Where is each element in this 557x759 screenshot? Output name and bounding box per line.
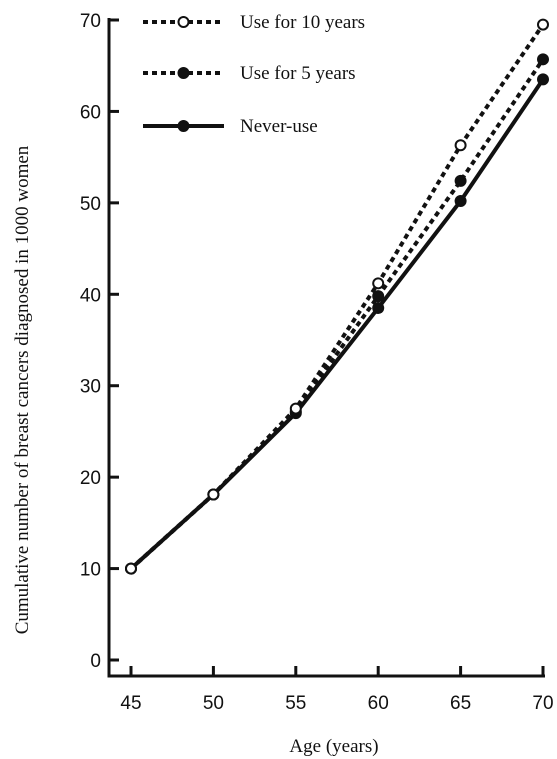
data-point-use-for-10-years	[207, 488, 220, 501]
series-line-use-for-5-years	[129, 58, 545, 571]
legend-marker	[177, 67, 190, 79]
data-point-use-for-5-years	[454, 174, 467, 187]
series-group	[125, 18, 549, 575]
data-point-never-use	[454, 195, 467, 208]
y-tick-label: 40	[80, 285, 101, 306]
x-tick-label: 70	[532, 693, 553, 714]
legend: Use for 10 years Use for 5 years Never-use	[143, 12, 365, 137]
x-tick-label: 65	[450, 693, 471, 714]
y-tick-label: 60	[80, 102, 101, 123]
y-tick-label: 0	[90, 651, 101, 672]
y-tick-label: 30	[80, 377, 101, 398]
y-axis-title: Cumulative number of breast cancers diag…	[12, 145, 33, 634]
x-tick-label: 60	[368, 693, 389, 714]
data-point-use-for-10-years	[372, 277, 385, 290]
data-point-use-for-10-years	[125, 562, 137, 575]
y-tick-label: 70	[80, 11, 101, 32]
data-point-use-for-10-years	[537, 18, 549, 31]
x-tick-label: 55	[285, 693, 306, 714]
y-tick-label: 50	[80, 194, 101, 215]
x-tick-label: 45	[120, 693, 141, 714]
legend-label: Never-use	[240, 116, 318, 137]
y-tick-label: 20	[80, 468, 101, 489]
x-axis: 45 50 55 60 65 70	[107, 666, 554, 714]
data-point-use-for-10-years	[289, 402, 302, 415]
legend-marker	[177, 120, 190, 132]
legend-marker	[177, 16, 190, 28]
legend-label: Use for 10 years	[240, 12, 365, 33]
data-point-use-for-5-years	[372, 290, 385, 303]
y-tick-label: 10	[80, 560, 101, 581]
legend-label: Use for 5 years	[240, 63, 356, 84]
series-line-never-use	[129, 78, 545, 571]
y-axis: 0 10 20 30 40 50 60 70	[80, 11, 119, 678]
x-axis-title: Age (years)	[289, 736, 378, 757]
data-point-never-use	[372, 302, 385, 314]
data-point-use-for-5-years	[537, 53, 549, 66]
x-tick-label: 50	[203, 693, 224, 714]
data-point-never-use	[537, 73, 549, 86]
series-line-use-for-10-years	[129, 23, 545, 571]
data-point-use-for-10-years	[454, 139, 467, 152]
